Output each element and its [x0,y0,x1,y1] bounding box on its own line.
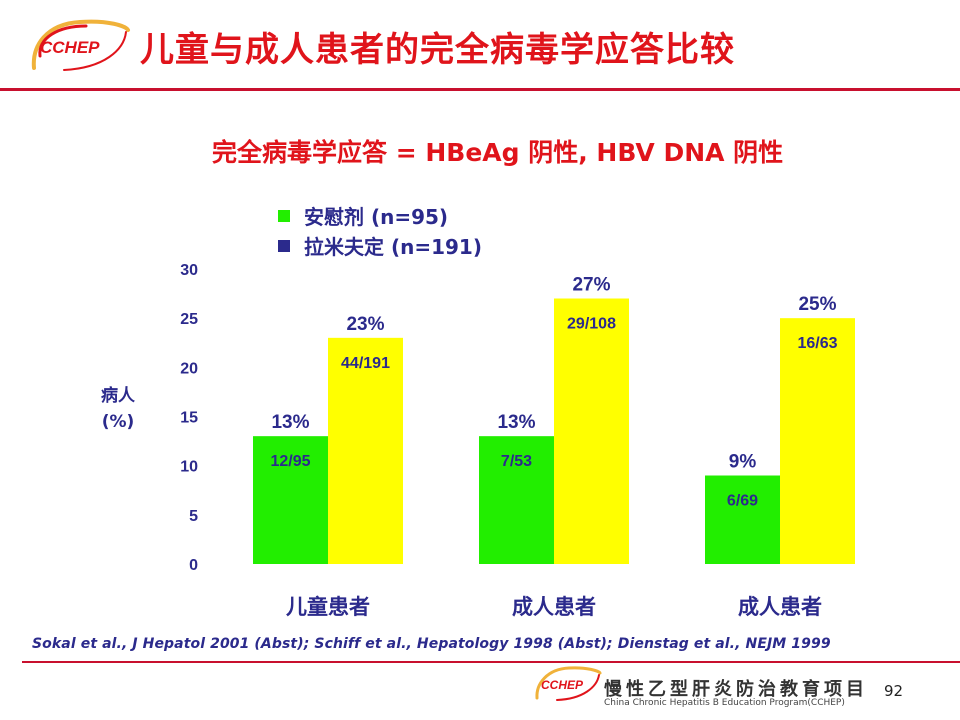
program-name-en: China Chronic Hepatitis B Education Prog… [604,698,845,708]
bar-percent-label: 23% [346,314,384,335]
bar-fraction-label: 44/191 [341,355,390,372]
bar-percent-label: 27% [572,275,610,296]
legend-swatch-placebo [278,209,290,222]
bar-fraction-label: 7/53 [501,453,532,470]
bar-fraction-label: 29/108 [567,316,616,333]
bar-lamivudine [554,298,629,564]
y-tick-label: 5 [189,508,198,525]
title-divider [0,88,960,91]
bar-fraction-label: 12/95 [270,453,310,470]
bar-percent-label: 13% [271,412,309,433]
legend-label-lamivudine: 拉米夫定 (n=191) [304,235,482,259]
bar-placebo [705,475,780,564]
y-axis-title: 病人 (%) [88,383,148,435]
y-tick-label: 10 [180,459,198,476]
bar-percent-label: 25% [798,294,836,315]
references: Sokal et al., J Hepatol 2001 (Abst); Sch… [32,636,831,652]
legend-item-lamivudine: 拉米夫定 (n=191) [278,231,482,260]
footer-divider [22,661,960,663]
bar-lamivudine [780,318,855,564]
bar-lamivudine [328,337,403,564]
cchep-logo: CCHEP [31,19,130,71]
slide-title: 儿童与成人患者的完全病毒学应答比较 [140,30,735,70]
y-axis-title-line2: (%) [101,412,135,432]
bar-fraction-label: 16/63 [797,335,837,352]
y-tick-label: 25 [180,311,198,328]
y-axis-title-line1: 病人 [101,386,135,406]
legend-label-placebo: 安慰剂 (n=95) [304,205,449,229]
bar-placebo [253,436,328,564]
y-tick-label: 0 [189,557,198,574]
logo-text: CCHEP [40,38,100,57]
footer-logo-text: CCHEP [541,678,584,692]
bar-percent-label: 9% [729,452,757,473]
page-number: 92 [884,682,904,700]
y-tick-label: 20 [180,360,198,377]
category-label: 儿童患者 [286,595,370,619]
category-label: 成人患者 [512,595,596,619]
program-name-cn: 慢性乙型肝炎防治教育项目 [604,679,868,700]
legend-item-placebo: 安慰剂 (n=95) [278,201,448,230]
bar-placebo [479,436,554,564]
y-tick-label: 15 [180,410,198,427]
chart-subtitle: 完全病毒学应答 = HBeAg 阴性, HBV DNA 阴性 [212,138,784,167]
bar-fraction-label: 6/69 [727,493,758,510]
category-label: 成人患者 [738,595,822,619]
bar-percent-label: 13% [497,412,535,433]
legend-swatch-lamivudine [278,239,290,252]
cchep-footer-logo: CCHEP [535,666,602,701]
y-tick-label: 30 [180,262,198,279]
